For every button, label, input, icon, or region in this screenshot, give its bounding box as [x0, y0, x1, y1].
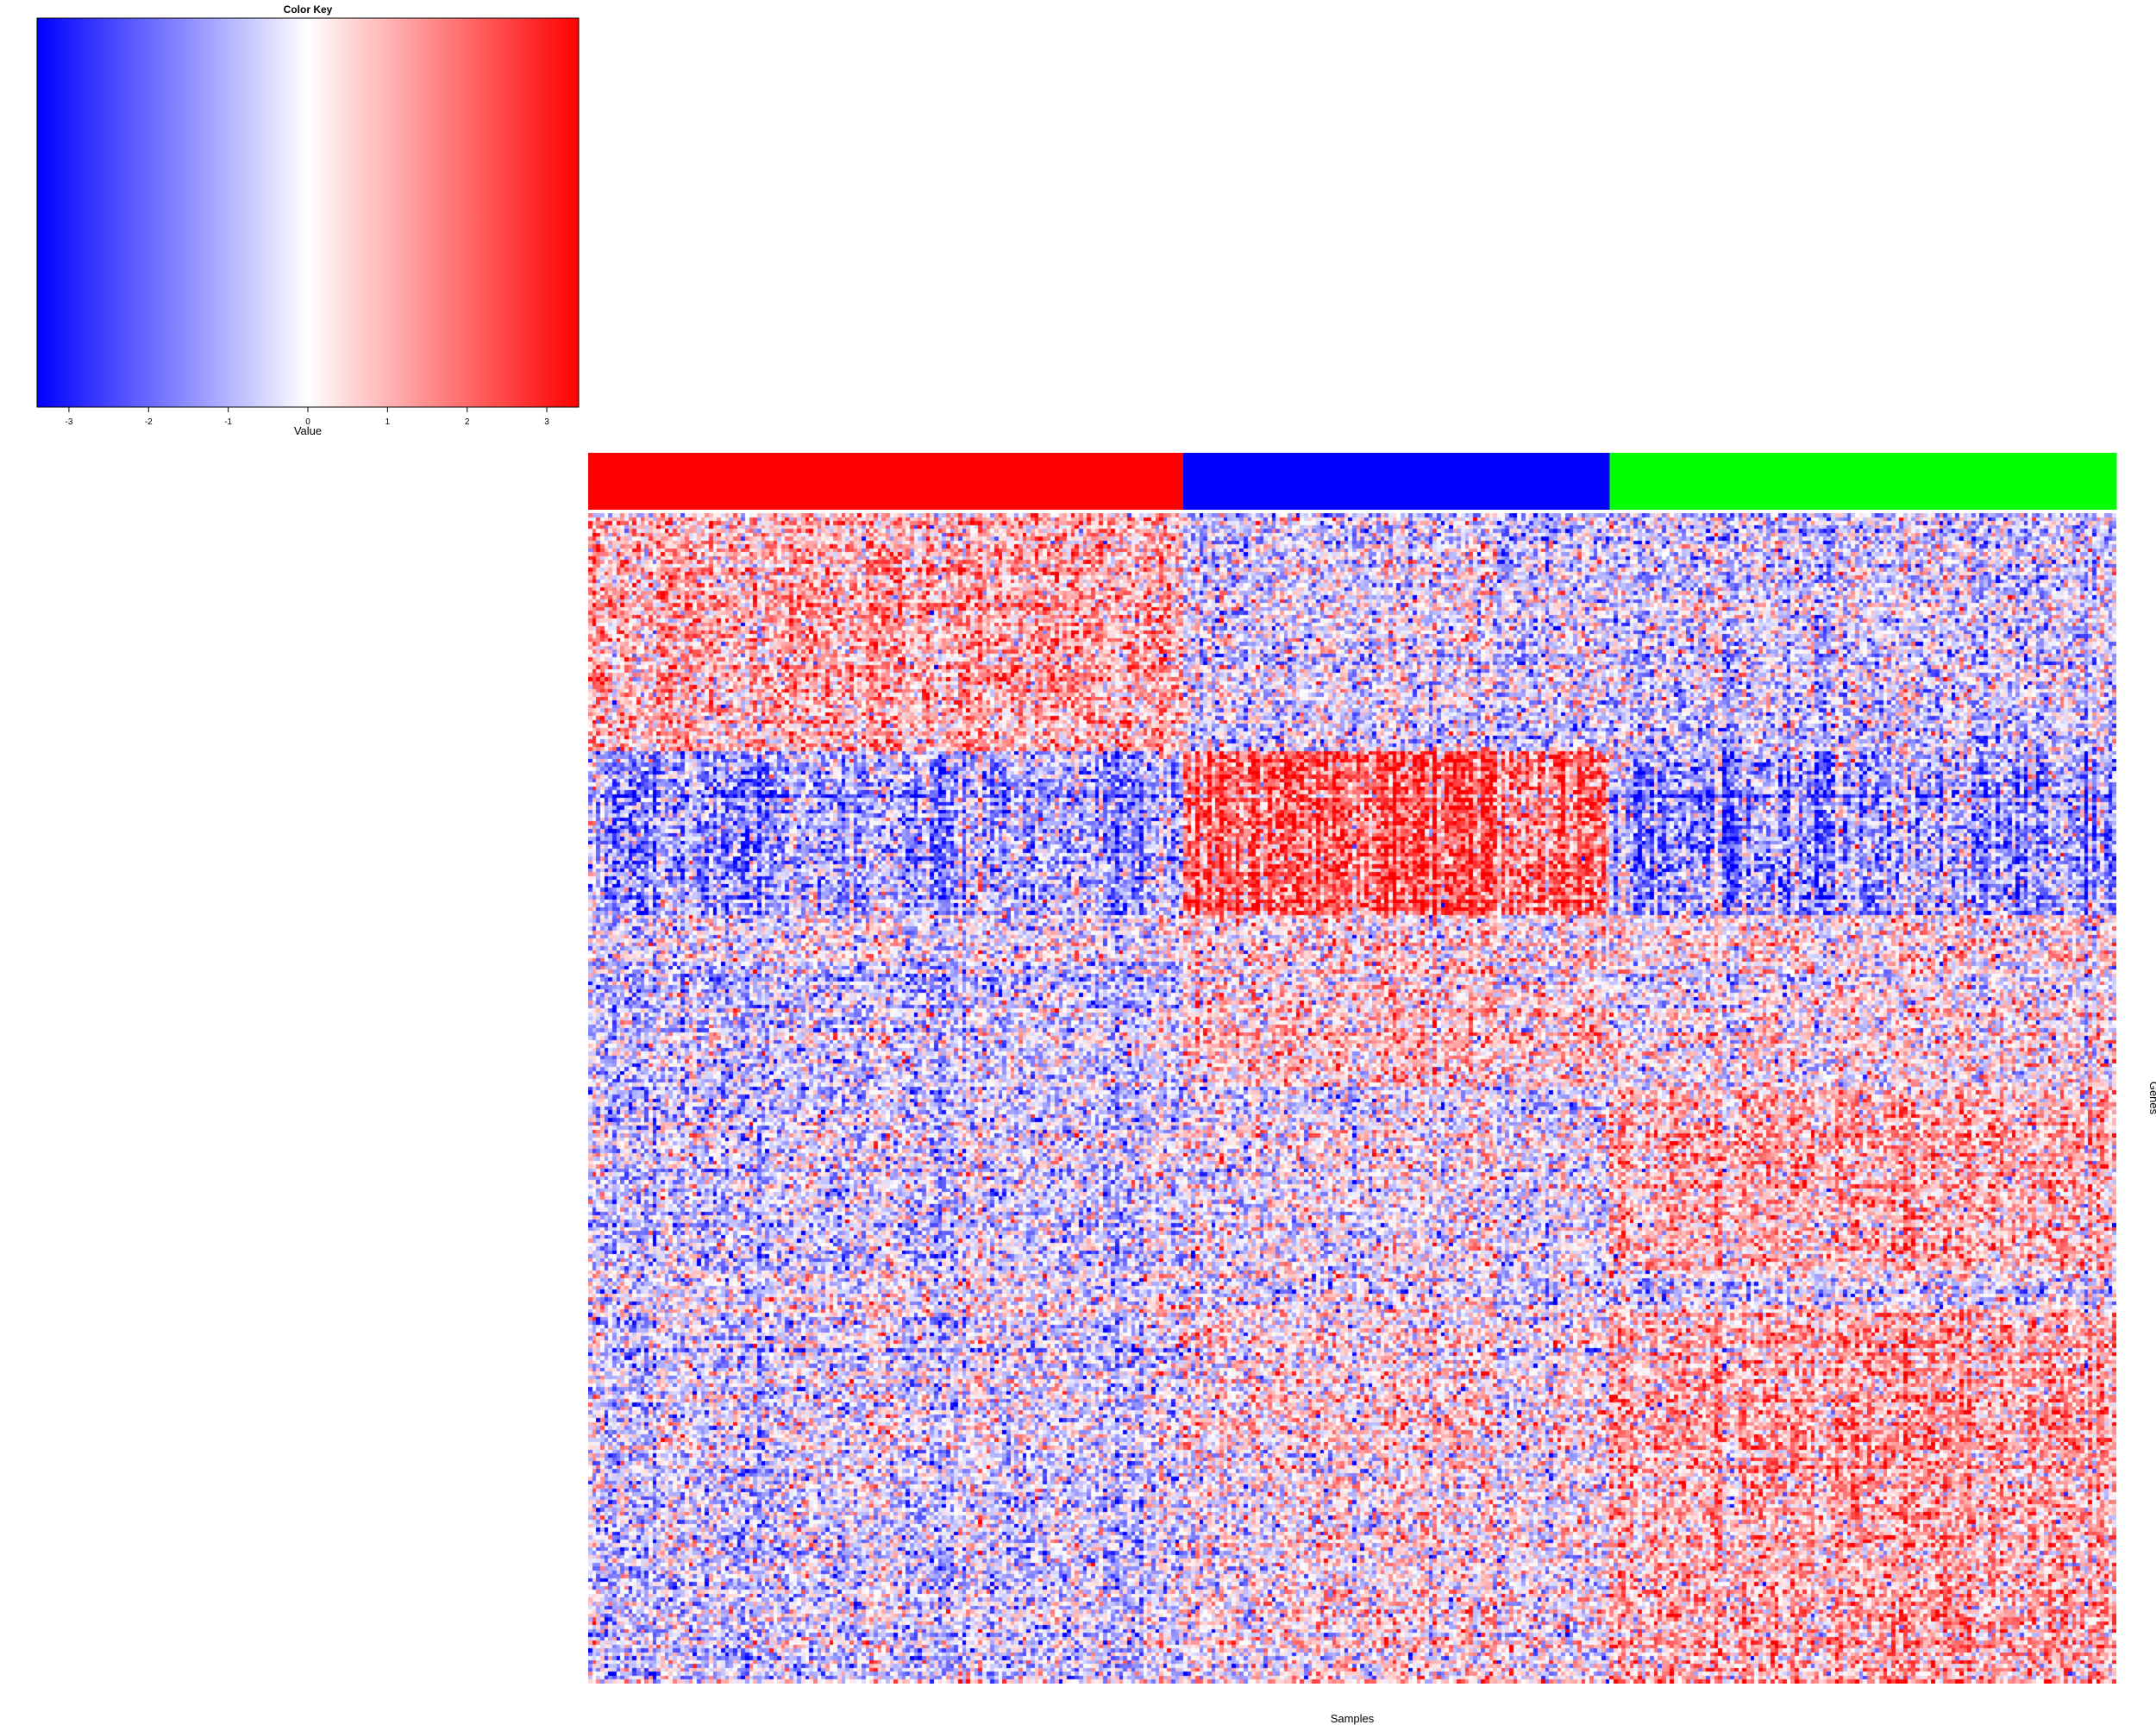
color-key-tick-label: -3	[65, 417, 72, 427]
color-key-gradient	[37, 18, 579, 407]
color-key: Color Key -3 -2 -1 0 1 2 3 Value	[37, 3, 579, 437]
sample-group-3	[1609, 453, 2116, 510]
y-axis-label: Genes	[2147, 1082, 2156, 1115]
sample-group-bar	[588, 453, 2117, 510]
color-key-tick-label: 1	[385, 417, 391, 427]
color-key-tick-label: 2	[465, 417, 470, 427]
x-axis-label: Samples	[1331, 1712, 1375, 1725]
heatmap-matrix	[588, 513, 2116, 1684]
sample-group-2	[1183, 453, 1610, 510]
color-key-tick-label: -1	[224, 417, 232, 427]
heatmap-figure: Color Key -3 -2 -1 0 1 2 3 Value Samples Genes	[0, 0, 2156, 1725]
color-key-xlabel: Value	[294, 424, 322, 437]
color-key-title: Color Key	[284, 3, 333, 16]
heatmap-chart: Color Key -3 -2 -1 0 1 2 3 Value Samples Genes	[0, 0, 2156, 1725]
sample-group-1	[588, 453, 1184, 510]
color-key-tick-label: 3	[544, 417, 549, 427]
color-key-tick-label: -2	[145, 417, 153, 427]
